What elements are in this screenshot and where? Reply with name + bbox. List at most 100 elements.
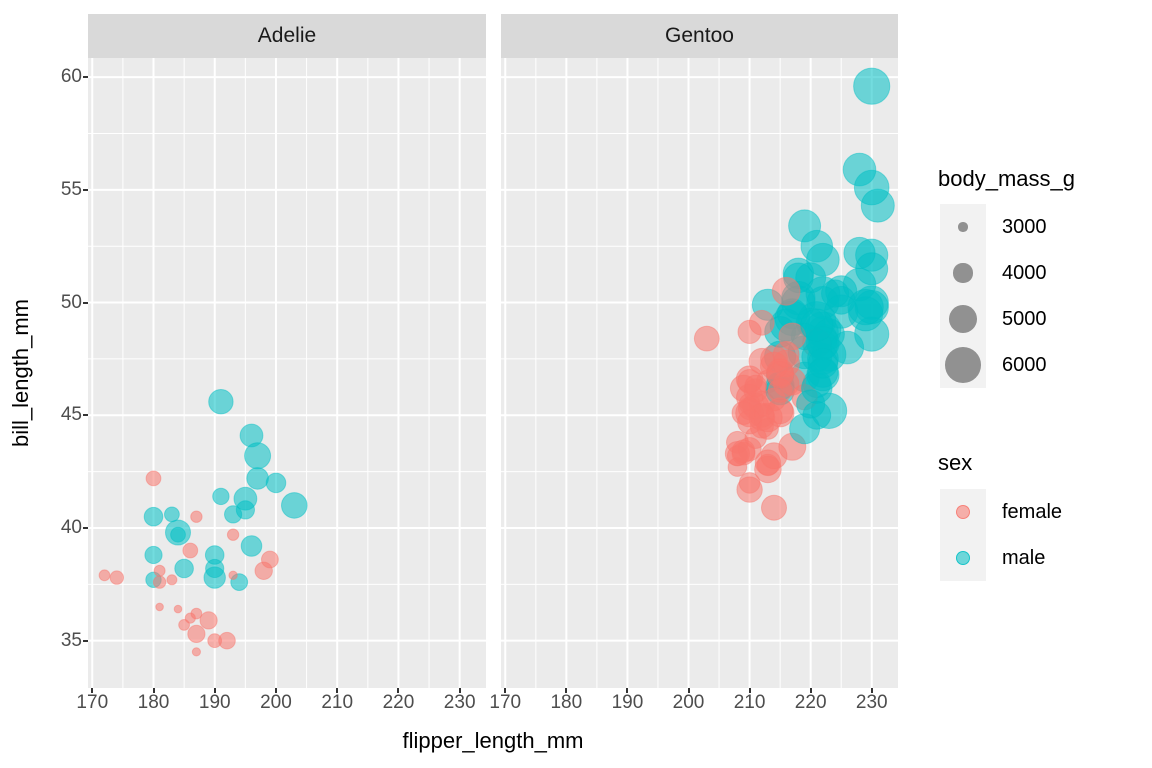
data-point-female	[199, 611, 218, 630]
facet-strip: Gentoo	[501, 14, 898, 58]
x-tick-label: 230	[855, 692, 888, 713]
data-point-male	[800, 308, 834, 342]
facet-strip-label: Gentoo	[665, 24, 734, 47]
data-point-female	[693, 325, 720, 352]
x-tick-mark	[870, 688, 873, 693]
data-point-male	[240, 535, 263, 557]
data-point-male	[224, 505, 243, 524]
data-point-female	[748, 309, 775, 336]
x-tick-label: 200	[260, 692, 292, 713]
size-key-circle	[953, 263, 973, 283]
color-legend-title: sex	[938, 450, 973, 475]
data-point-male	[205, 558, 225, 579]
data-point-female	[109, 570, 124, 585]
data-point-female	[153, 564, 166, 577]
size-legend-label: 5000	[1002, 307, 1047, 330]
x-tick-mark	[91, 688, 94, 693]
x-tick-label: 190	[198, 692, 231, 713]
data-point-male	[806, 242, 840, 277]
size-legend-key	[940, 204, 986, 250]
x-tick-mark	[626, 688, 629, 693]
size-legend-title: body_mass_g	[938, 166, 1075, 191]
data-point-female	[756, 417, 779, 440]
data-point-male	[208, 389, 234, 415]
data-point-male	[170, 526, 186, 543]
data-point-female	[736, 476, 763, 503]
data-point-female	[191, 647, 202, 657]
size-key-circle	[949, 305, 977, 333]
x-tick-mark	[458, 688, 461, 693]
x-tick-label: 220	[382, 692, 415, 713]
x-tick-mark	[274, 688, 277, 693]
sex-legend-key	[940, 535, 986, 581]
data-point-female	[731, 439, 756, 464]
data-point-male	[233, 486, 258, 511]
facet-strip: Adelie	[88, 14, 486, 58]
data-point-male	[855, 252, 889, 286]
data-point-female	[744, 374, 768, 398]
size-legend-label: 6000	[1002, 353, 1047, 376]
data-point-female	[173, 604, 183, 614]
data-point-female	[187, 624, 206, 644]
size-legend-label: 3000	[1002, 215, 1047, 238]
data-point-female	[761, 494, 787, 521]
y-axis-title: bill_length_mm	[8, 299, 33, 447]
data-point-male	[830, 330, 865, 365]
x-tick-mark	[504, 688, 507, 693]
y-tick-label: 60	[60, 66, 82, 88]
size-key-circle	[958, 222, 968, 232]
y-tick-label: 50	[60, 291, 82, 313]
x-tick-label: 210	[321, 692, 354, 713]
x-tick-mark	[336, 688, 339, 693]
data-point-female	[190, 510, 203, 523]
data-point-female	[190, 607, 203, 620]
data-point-male	[246, 467, 269, 490]
y-tick-mark	[83, 639, 88, 642]
plot-panel	[501, 58, 898, 688]
data-point-male	[244, 442, 272, 470]
x-tick-mark	[397, 688, 400, 693]
y-tick-label: 35	[60, 629, 82, 651]
data-point-male	[847, 288, 884, 326]
data-point-female	[98, 569, 111, 582]
data-point-male	[853, 169, 890, 206]
sex-legend-label: female	[1002, 500, 1063, 523]
sex-legend-key	[940, 489, 986, 535]
y-tick-mark	[83, 301, 88, 304]
data-point-female	[166, 574, 178, 586]
y-tick-mark	[83, 188, 88, 191]
data-point-male	[212, 487, 230, 506]
y-tick-mark	[83, 414, 88, 417]
data-point-female	[226, 528, 240, 541]
x-tick-label: 180	[550, 692, 583, 713]
data-point-female	[254, 561, 273, 580]
size-legend-key	[940, 342, 986, 388]
x-tick-label: 190	[611, 692, 644, 713]
data-point-female	[152, 575, 167, 589]
data-point-female	[228, 570, 238, 580]
x-tick-mark	[809, 688, 812, 693]
size-legend-key	[940, 250, 986, 296]
data-point-female	[760, 442, 788, 470]
x-tick-label: 200	[672, 692, 705, 713]
data-point-male	[174, 558, 194, 579]
size-legend-key	[940, 296, 986, 342]
y-tick-mark	[83, 76, 88, 79]
x-tick-mark	[687, 688, 690, 693]
data-point-male	[265, 472, 287, 494]
data-point-male	[143, 506, 164, 527]
data-point-female	[155, 602, 164, 612]
y-tick-label: 40	[60, 516, 82, 538]
x-tick-mark	[213, 688, 216, 693]
data-point-male	[807, 348, 839, 379]
y-tick-label: 45	[60, 404, 82, 426]
data-point-female	[145, 470, 162, 487]
size-legend-label: 4000	[1002, 261, 1047, 284]
y-tick-label: 55	[60, 178, 82, 200]
sex-legend-label: male	[1002, 546, 1046, 569]
y-tick-mark	[83, 526, 88, 529]
x-tick-mark	[748, 688, 751, 693]
x-tick-label: 180	[137, 692, 170, 713]
sex-key-dot-male	[956, 551, 970, 565]
